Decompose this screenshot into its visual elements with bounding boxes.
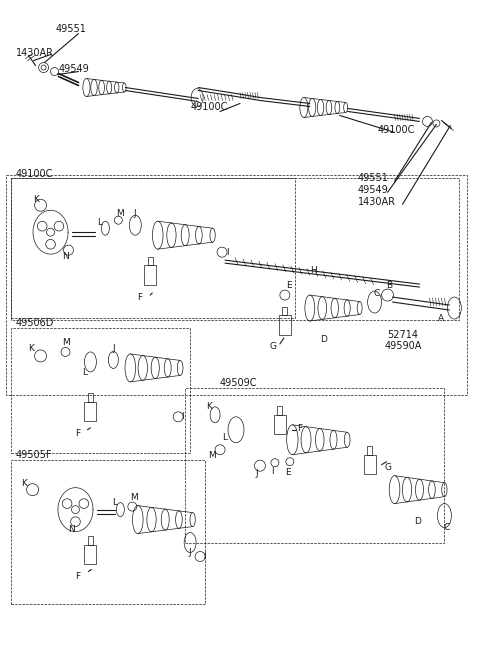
Bar xyxy=(84,402,96,421)
Bar xyxy=(148,256,153,265)
Text: 49551: 49551 xyxy=(56,24,86,33)
Bar xyxy=(282,306,287,315)
Bar xyxy=(11,460,205,604)
Text: G: G xyxy=(270,342,277,352)
Text: 49590A: 49590A xyxy=(384,341,422,351)
Text: 1430AR: 1430AR xyxy=(16,48,54,58)
Text: 49100C: 49100C xyxy=(16,169,53,179)
Text: 49551: 49551 xyxy=(358,173,388,183)
Text: F: F xyxy=(75,429,81,438)
Text: 49506D: 49506D xyxy=(16,318,54,328)
Text: J: J xyxy=(112,344,115,354)
Text: M: M xyxy=(208,451,216,461)
Text: F: F xyxy=(297,424,302,433)
Text: 49100C: 49100C xyxy=(378,125,415,135)
Text: 49549: 49549 xyxy=(59,64,89,73)
Bar xyxy=(185,388,444,543)
Text: C: C xyxy=(373,289,380,298)
Bar xyxy=(11,328,190,453)
Bar xyxy=(364,455,376,474)
Text: 49505F: 49505F xyxy=(16,450,52,460)
Text: I: I xyxy=(271,467,274,476)
Text: 1430AR: 1430AR xyxy=(358,197,396,207)
Bar xyxy=(274,415,286,434)
Text: 49100C: 49100C xyxy=(190,102,228,112)
Text: L: L xyxy=(222,433,227,442)
Text: B: B xyxy=(386,281,393,289)
Text: G: G xyxy=(384,463,392,472)
Text: E: E xyxy=(286,281,291,289)
Text: F: F xyxy=(75,572,81,581)
Text: A: A xyxy=(437,314,444,323)
Text: H: H xyxy=(310,266,316,275)
Text: I: I xyxy=(181,413,184,421)
Text: C: C xyxy=(444,523,450,532)
Bar xyxy=(88,394,93,402)
Text: L: L xyxy=(97,218,102,227)
Bar xyxy=(144,265,156,285)
Bar xyxy=(277,407,282,415)
Text: K: K xyxy=(34,195,39,204)
Text: L: L xyxy=(83,369,87,377)
Bar xyxy=(84,544,96,564)
Text: 49549: 49549 xyxy=(358,185,388,195)
Text: M: M xyxy=(116,209,124,218)
Text: J: J xyxy=(256,469,259,478)
Text: I: I xyxy=(203,552,206,561)
Bar xyxy=(279,315,291,335)
Bar xyxy=(88,536,93,544)
Text: M: M xyxy=(62,338,70,348)
Text: K: K xyxy=(21,479,26,488)
Text: M: M xyxy=(130,493,138,502)
Text: K: K xyxy=(29,344,35,354)
Text: E: E xyxy=(285,468,290,477)
Bar xyxy=(367,446,372,455)
Text: D: D xyxy=(320,335,327,344)
Text: J: J xyxy=(133,209,136,218)
Text: F: F xyxy=(137,293,143,302)
Text: J: J xyxy=(188,548,191,557)
Bar xyxy=(11,178,295,318)
Text: N: N xyxy=(69,525,75,534)
Text: L: L xyxy=(112,498,118,507)
Text: I: I xyxy=(226,248,228,256)
Text: 52714: 52714 xyxy=(387,330,419,340)
Text: 49509C: 49509C xyxy=(220,378,258,388)
Text: D: D xyxy=(415,517,421,526)
Text: N: N xyxy=(62,252,69,260)
Text: K: K xyxy=(206,402,212,411)
